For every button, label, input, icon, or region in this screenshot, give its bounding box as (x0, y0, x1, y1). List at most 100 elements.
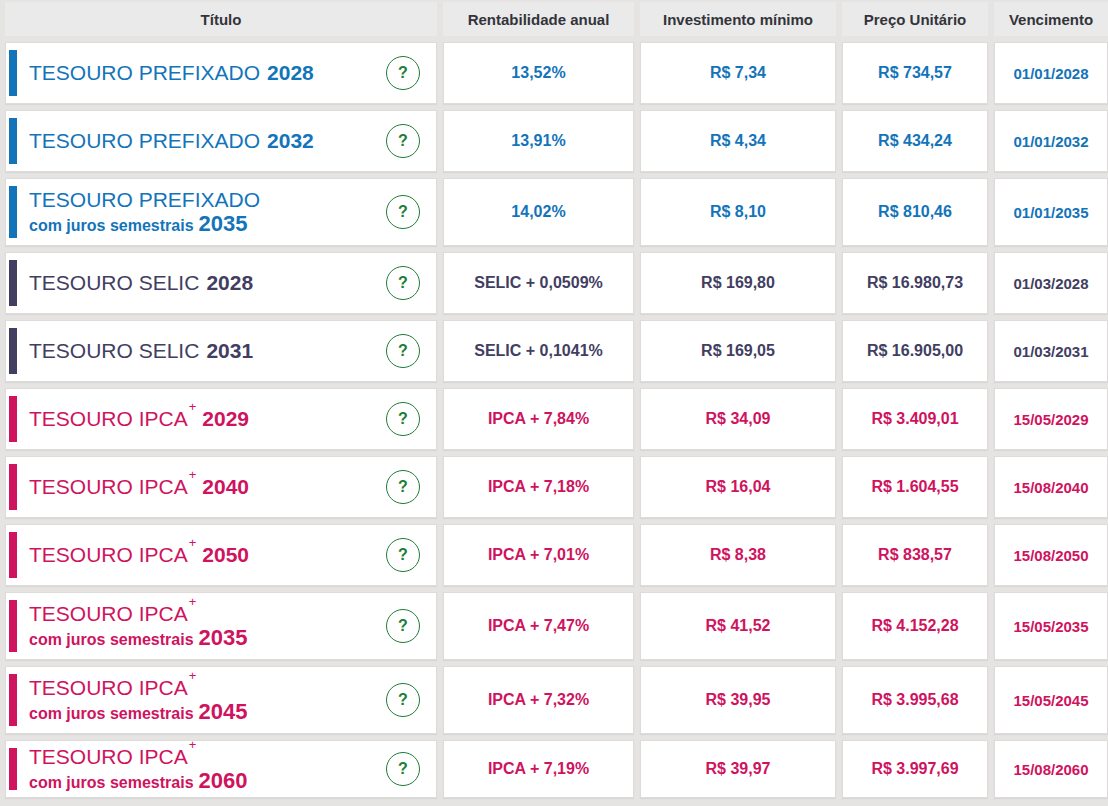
bond-title: TESOURO SELIC 2031 (29, 339, 253, 363)
ipca-plus-sup: + (189, 399, 197, 414)
maturity-date-value: 15/08/2050 (994, 524, 1108, 586)
help-icon[interactable]: ? (386, 683, 420, 717)
min-investment-value: R$ 39,95 (640, 666, 836, 734)
bond-name-line: TESOURO IPCA+2040 (29, 475, 249, 499)
ipca-plus-sup: + (189, 467, 197, 482)
bond-title: TESOURO PREFIXADO 2028 (29, 61, 314, 85)
bond-color-bar (9, 328, 17, 374)
min-investment-value: R$ 8,38 (640, 524, 836, 586)
bond-subtitle: com juros semestrais (29, 705, 194, 722)
bond-title: TESOURO IPCA+2050 (29, 543, 249, 567)
unit-price-value: R$ 1.604,55 (842, 456, 988, 518)
min-investment-value: R$ 7,34 (640, 42, 836, 104)
bond-name: TESOURO SELIC (29, 339, 199, 362)
table-row: TESOURO IPCA+ com juros semestrais 2045 ?… (5, 666, 1108, 734)
bond-color-bar (9, 464, 17, 510)
bond-title-cell: TESOURO SELIC 2031 ? (5, 320, 437, 382)
bond-name: TESOURO IPCA (29, 475, 188, 498)
bond-subtitle-line: com juros semestrais2060 (29, 769, 247, 793)
help-icon[interactable]: ? (386, 56, 420, 90)
table-row: TESOURO PREFIXADO2032 ? 13,91% R$ 4,34 R… (5, 110, 1108, 172)
help-icon[interactable]: ? (386, 195, 420, 229)
maturity-date-value: 15/08/2060 (994, 740, 1108, 798)
annual-yield-value: IPCA + 7,01% (443, 524, 634, 586)
help-icon[interactable]: ? (386, 402, 420, 436)
min-investment-value: R$ 39,97 (640, 740, 836, 798)
help-icon[interactable]: ? (386, 470, 420, 504)
bond-name-line: TESOURO IPCA+2050 (29, 543, 249, 567)
bond-color-bar (9, 674, 17, 726)
table-row: TESOURO IPCA+2040 ? IPCA + 7,18% R$ 16,0… (5, 456, 1108, 518)
bond-year: 2040 (202, 475, 249, 498)
min-investment-value: R$ 34,09 (640, 388, 836, 450)
bond-year: 2029 (202, 407, 249, 430)
maturity-date-value: 01/03/2028 (994, 252, 1108, 314)
annual-yield-value: 13,52% (443, 42, 634, 104)
unit-price-value: R$ 734,57 (842, 42, 988, 104)
bond-title: TESOURO PREFIXADO com juros semestrais 20… (29, 188, 267, 236)
ipca-plus-sup: + (189, 535, 197, 550)
bond-color-bar (9, 748, 17, 790)
min-investment-value: R$ 169,80 (640, 252, 836, 314)
help-icon[interactable]: ? (386, 609, 420, 643)
bond-title: TESOURO SELIC2028 (29, 271, 253, 295)
bond-name-line: TESOURO PREFIXADO 2028 (29, 61, 314, 85)
maturity-date-value: 15/05/2029 (994, 388, 1108, 450)
bond-year: 2050 (202, 543, 249, 566)
annual-yield-value: 13,91% (443, 110, 634, 172)
unit-price-value: R$ 3.997,69 (842, 740, 988, 798)
bond-title: TESOURO IPCA+ com juros semestrais2035 (29, 602, 247, 650)
annual-yield-value: SELIC + 0,0509% (443, 252, 634, 314)
min-investment-value: R$ 41,52 (640, 592, 836, 660)
annual-yield-value: IPCA + 7,32% (443, 666, 634, 734)
bond-color-bar (9, 186, 17, 238)
bond-name-line: TESOURO IPCA+2029 (29, 407, 249, 431)
bond-subtitle-line: com juros semestrais 2035 (29, 626, 247, 650)
bond-year: 2031 (206, 339, 253, 362)
help-icon[interactable]: ? (386, 538, 420, 572)
bond-name-line: TESOURO SELIC2028 (29, 271, 253, 295)
bond-color-bar (9, 118, 17, 164)
table-row: TESOURO SELIC2028 ? SELIC + 0,0509% R$ 1… (5, 252, 1108, 314)
bond-title-cell: TESOURO IPCA+ com juros semestrais2035 ? (5, 592, 437, 660)
bond-year: 2035 (199, 625, 248, 650)
bond-title: TESOURO IPCA+ com juros semestrais2060 (29, 745, 247, 793)
bond-year: 2035 (199, 211, 248, 236)
bond-name: TESOURO PREFIXADO (29, 188, 260, 211)
bond-name-line: TESOURO IPCA+ (29, 676, 247, 700)
maturity-date-value: 15/05/2045 (994, 666, 1108, 734)
column-header-titulo: Título (5, 2, 437, 36)
bond-name: TESOURO IPCA (29, 543, 188, 566)
unit-price-value: R$ 4.152,28 (842, 592, 988, 660)
table-row: TESOURO IPCA+ com juros semestrais2035 ?… (5, 592, 1108, 660)
maturity-date-value: 01/01/2028 (994, 42, 1108, 104)
table-row: TESOURO SELIC2031 ? SELIC + 0,1041% R$ 1… (5, 320, 1108, 382)
min-investment-value: R$ 8,10 (640, 178, 836, 246)
bond-year: 2045 (199, 699, 248, 724)
help-icon[interactable]: ? (386, 124, 420, 158)
table-row: TESOURO PREFIXADO 2028 ? 13,52% R$ 7,34 R… (5, 42, 1108, 104)
maturity-date-value: 01/03/2031 (994, 320, 1108, 382)
maturity-date-value: 01/01/2032 (994, 110, 1108, 172)
bond-title-cell: TESOURO IPCA+2050 ? (5, 524, 437, 586)
bond-name-line: TESOURO PREFIXADO (29, 188, 267, 212)
help-icon[interactable]: ? (386, 334, 420, 368)
bond-subtitle: com juros semestrais (29, 774, 194, 791)
bond-name: TESOURO PREFIXADO (29, 61, 260, 84)
bond-year: 2028 (267, 61, 314, 84)
bond-title: TESOURO IPCA+2029 (29, 407, 249, 431)
bond-name-line: TESOURO SELIC 2031 (29, 339, 253, 363)
min-investment-value: R$ 169,05 (640, 320, 836, 382)
unit-price-value: R$ 434,24 (842, 110, 988, 172)
help-icon[interactable]: ? (386, 266, 420, 300)
unit-price-value: R$ 838,57 (842, 524, 988, 586)
bond-title: TESOURO IPCA+ com juros semestrais 2045 (29, 676, 247, 724)
table-row: TESOURO IPCA+2050 ? IPCA + 7,01% R$ 8,38… (5, 524, 1108, 586)
bond-subtitle: com juros semestrais (29, 217, 194, 234)
bond-subtitle: com juros semestrais (29, 631, 194, 648)
maturity-date-value: 15/08/2040 (994, 456, 1108, 518)
bond-title-cell: TESOURO PREFIXADO com juros semestrais 20… (5, 178, 437, 246)
help-icon[interactable]: ? (386, 752, 420, 786)
column-header-preco: Preço Unitário (842, 2, 988, 36)
bond-color-bar (9, 532, 17, 578)
